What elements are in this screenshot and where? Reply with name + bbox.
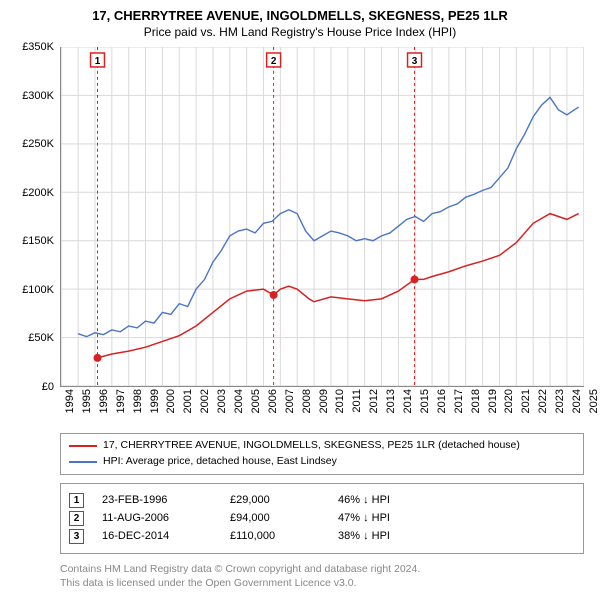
sale-price: £94,000: [230, 512, 320, 524]
sale-price: £29,000: [230, 494, 320, 506]
y-tick-label: £150K: [22, 235, 54, 247]
x-tick-label: 2025: [588, 389, 600, 413]
sale-price: £110,000: [230, 530, 320, 542]
x-tick-label: 2010: [334, 389, 346, 413]
sale-date: 23-FEB-1996: [102, 494, 212, 506]
x-tick-label: 2000: [165, 389, 177, 413]
legend-label: HPI: Average price, detached house, East…: [103, 454, 337, 470]
x-tick-label: 2019: [487, 389, 499, 413]
legend-swatch: [69, 461, 97, 463]
footnote: Contains HM Land Registry data © Crown c…: [60, 562, 584, 590]
chart-title: 17, CHERRYTREE AVENUE, INGOLDMELLS, SKEG…: [12, 8, 588, 23]
y-tick-label: £200K: [22, 187, 54, 199]
chart-area: £0£50K£100K£150K£200K£250K£300K£350K 123…: [12, 47, 588, 427]
x-tick-label: 1996: [98, 389, 110, 413]
x-tick-label: 2012: [368, 389, 380, 413]
sale-date: 11-AUG-2006: [102, 512, 212, 524]
svg-text:3: 3: [412, 56, 418, 67]
sale-hpi: 47% ↓ HPI: [338, 512, 428, 524]
legend-label: 17, CHERRYTREE AVENUE, INGOLDMELLS, SKEG…: [103, 438, 520, 454]
x-tick-label: 2005: [250, 389, 262, 413]
x-tick-label: 2020: [503, 389, 515, 413]
y-axis: £0£50K£100K£150K£200K£250K£300K£350K: [12, 47, 56, 387]
x-tick-label: 2016: [436, 389, 448, 413]
x-tick-label: 2007: [284, 389, 296, 413]
legend-swatch: [69, 445, 97, 447]
svg-text:2: 2: [271, 56, 277, 67]
y-tick-label: £250K: [22, 138, 54, 150]
y-tick-label: £50K: [28, 332, 54, 344]
x-tick-label: 2013: [385, 389, 397, 413]
x-tick-label: 1994: [64, 389, 76, 413]
sale-row: 3 16-DEC-2014 £110,000 38% ↓ HPI: [69, 529, 575, 544]
x-tick-label: 2009: [318, 389, 330, 413]
x-tick-label: 2023: [554, 389, 566, 413]
x-tick-label: 2022: [537, 389, 549, 413]
sale-row: 1 23-FEB-1996 £29,000 46% ↓ HPI: [69, 493, 575, 508]
y-tick-label: £100K: [22, 284, 54, 296]
sale-hpi: 46% ↓ HPI: [338, 494, 428, 506]
x-tick-label: 2003: [216, 389, 228, 413]
legend-item: 17, CHERRYTREE AVENUE, INGOLDMELLS, SKEG…: [69, 438, 575, 454]
sale-marker-icon: 1: [69, 493, 84, 508]
sales-table: 1 23-FEB-1996 £29,000 46% ↓ HPI 2 11-AUG-2006…: [60, 483, 584, 554]
footnote-line: Contains HM Land Registry data © Crown c…: [60, 562, 584, 576]
x-tick-label: 2018: [470, 389, 482, 413]
x-tick-label: 2015: [419, 389, 431, 413]
x-tick-label: 2021: [520, 389, 532, 413]
sale-date: 16-DEC-2014: [102, 530, 212, 542]
legend: 17, CHERRYTREE AVENUE, INGOLDMELLS, SKEG…: [60, 433, 584, 475]
x-tick-label: 1999: [149, 389, 161, 413]
footnote-line: This data is licensed under the Open Gov…: [60, 576, 584, 590]
x-tick-label: 1998: [132, 389, 144, 413]
chart-plot: 1 2 3: [60, 47, 584, 387]
y-tick-label: £300K: [22, 90, 54, 102]
x-tick-label: 1995: [81, 389, 93, 413]
chart-subtitle: Price paid vs. HM Land Registry's House …: [12, 25, 588, 39]
y-tick-label: £0: [42, 381, 54, 393]
x-tick-label: 2002: [199, 389, 211, 413]
y-tick-label: £350K: [22, 41, 54, 53]
sale-marker-icon: 3: [69, 529, 84, 544]
x-tick-label: 2017: [453, 389, 465, 413]
x-tick-label: 2014: [402, 389, 414, 413]
x-tick-label: 2024: [571, 389, 583, 413]
sale-marker-icon: 2: [69, 511, 84, 526]
x-tick-label: 2011: [351, 389, 363, 413]
svg-text:1: 1: [95, 56, 101, 67]
x-axis: 1994 1995 1996 1997 1998 1999 2000 2001 2002 2003…: [60, 387, 584, 425]
sale-hpi: 38% ↓ HPI: [338, 530, 428, 542]
x-tick-label: 2004: [233, 389, 245, 413]
sale-row: 2 11-AUG-2006 £94,000 47% ↓ HPI: [69, 511, 575, 526]
legend-item: HPI: Average price, detached house, East…: [69, 454, 575, 470]
x-tick-label: 1997: [115, 389, 127, 413]
x-tick-label: 2008: [301, 389, 313, 413]
x-tick-label: 2001: [182, 389, 194, 413]
x-tick-label: 2006: [267, 389, 279, 413]
